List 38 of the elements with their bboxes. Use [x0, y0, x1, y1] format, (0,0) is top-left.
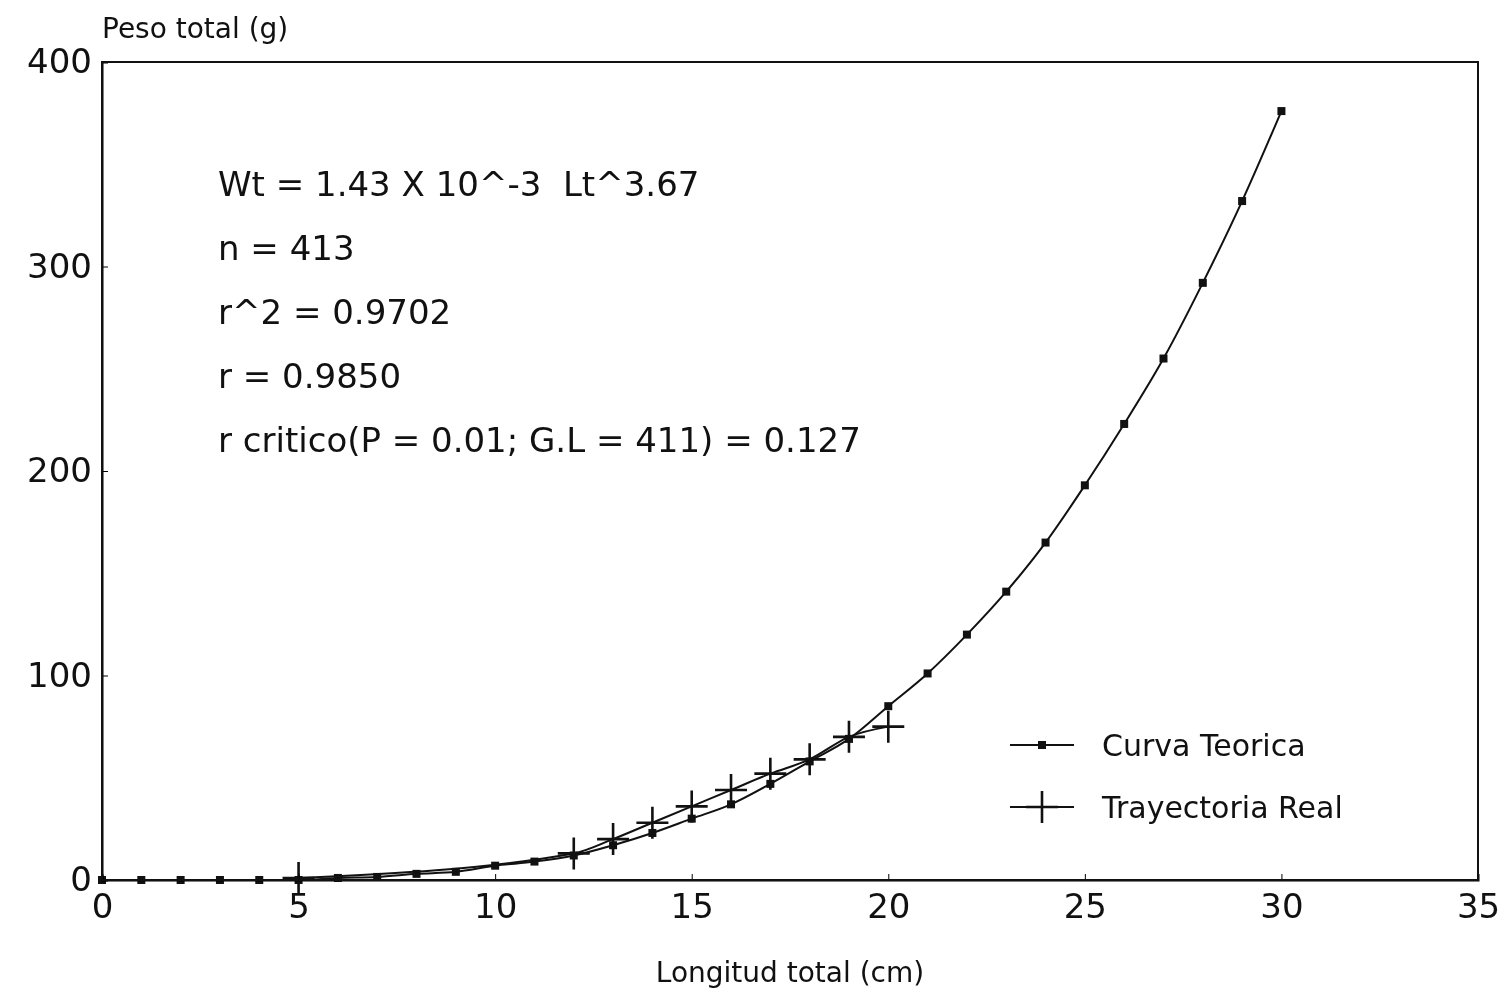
x-tick-label: 35 — [1456, 886, 1501, 927]
x-tick-label: 25 — [1063, 886, 1107, 927]
y-tick-label: 300 — [27, 245, 92, 286]
point — [1120, 419, 1129, 428]
annotation: Wt = 1.43 X 10^-3 Lt^3.67 — [218, 164, 700, 204]
point — [923, 669, 932, 678]
x-tick-label: 10 — [474, 886, 518, 927]
point — [1159, 354, 1168, 363]
y-tick-label: 100 — [27, 654, 92, 695]
y-tick-label: 0 — [70, 859, 92, 900]
point — [1080, 481, 1089, 490]
point — [557, 837, 590, 870]
x-tick-label: 30 — [1260, 886, 1304, 927]
legend-label: Curva Teorica — [1102, 728, 1306, 763]
y-axis-title: Peso total (g) — [102, 12, 289, 45]
point — [1198, 278, 1207, 287]
point — [636, 806, 669, 839]
point — [793, 743, 826, 776]
annotation: r^2 = 0.9702 — [218, 292, 452, 332]
y-tick-label: 400 — [27, 41, 92, 82]
point — [1277, 107, 1286, 116]
annotation: r critico(P = 0.01; G.L = 411) = 0.127 — [218, 420, 861, 460]
x-tick-label: 15 — [670, 886, 714, 927]
x-tick-label: 20 — [867, 886, 911, 927]
x-tick-label: 5 — [288, 886, 310, 927]
point — [675, 790, 708, 823]
annotation: n = 413 — [218, 228, 355, 268]
point — [872, 710, 905, 743]
point — [1002, 587, 1011, 596]
y-tick-label: 200 — [27, 450, 92, 491]
point — [962, 630, 971, 639]
point — [884, 702, 893, 711]
point — [1041, 538, 1050, 547]
point — [754, 757, 787, 790]
x-axis-title: Longitud total (cm) — [655, 956, 925, 989]
legend-label: Trayectoria Real — [1101, 790, 1343, 825]
annotation: r = 0.9850 — [218, 356, 402, 396]
point — [1238, 197, 1247, 206]
